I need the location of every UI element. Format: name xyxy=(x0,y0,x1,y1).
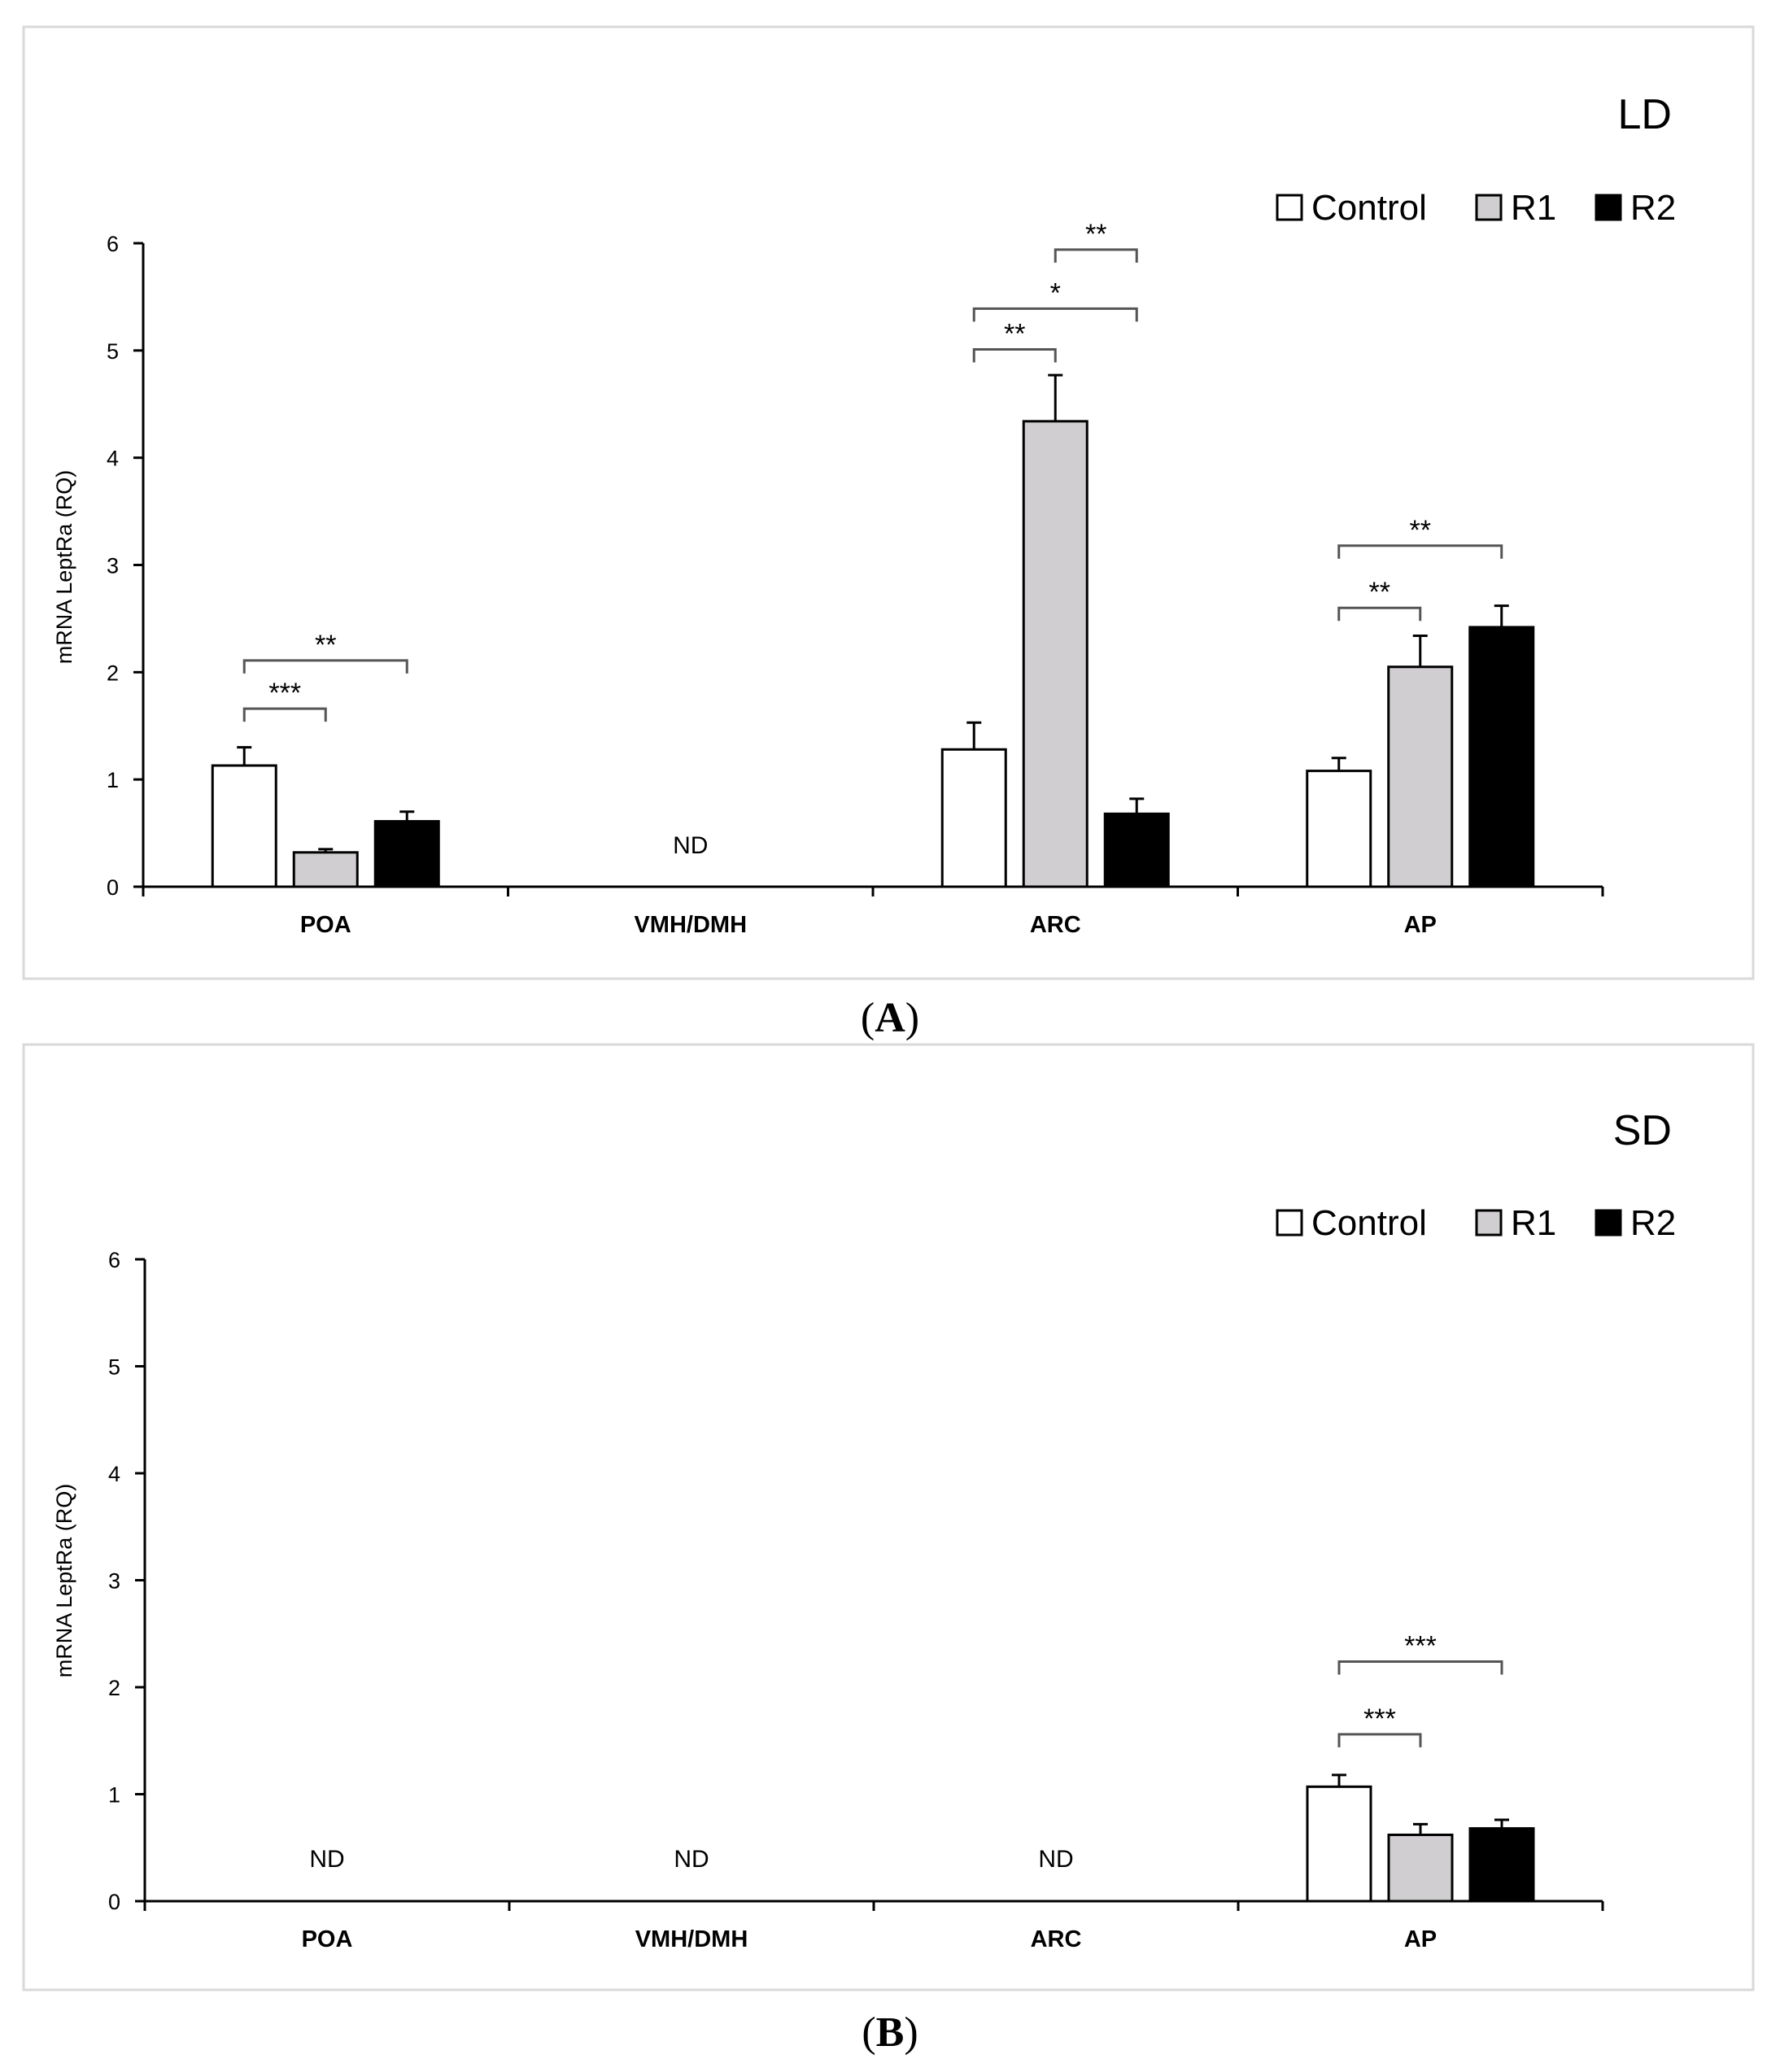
panel-a-significance-bracket-2 xyxy=(972,348,1057,363)
panel-a-caption: (A) xyxy=(861,995,919,1041)
panel-a-error-bar-r2-ap xyxy=(1494,604,1509,627)
panel-a-significance-bracket-0 xyxy=(242,707,327,722)
panel-b-bar-r2-ap xyxy=(1468,1827,1535,1903)
panel-a-legend-label-r1: R1 xyxy=(1511,188,1556,228)
panel-a-y-tick-label: 0 xyxy=(107,875,119,900)
panel-a-legend-swatch-r2 xyxy=(1595,194,1622,221)
panel-b-legend-swatch-control xyxy=(1276,1209,1303,1237)
panel-b-nd-label-vmh-dmh: ND xyxy=(674,1846,709,1873)
panel-a-category-label-vmh-dmh: VMH/DMH xyxy=(634,912,747,938)
panel-b-nd-label-arc: ND xyxy=(1038,1846,1073,1873)
panel-a-significance-label-6: ** xyxy=(1410,515,1431,546)
panel-b-y-tick-label: 2 xyxy=(108,1676,120,1700)
panel-b-significance-bracket-1 xyxy=(1337,1660,1503,1675)
panel-a-caption-letter: A xyxy=(875,995,905,1041)
panel-a-error-bar-control-arc xyxy=(966,721,982,750)
panel-a-significance-label-3: * xyxy=(1050,277,1061,308)
panel-b-y-tick-label: 1 xyxy=(108,1783,120,1808)
panel-a-significance-label-5: ** xyxy=(1369,577,1390,608)
panel-a-frame xyxy=(22,25,1755,980)
panel-b-category-label-poa: POA xyxy=(302,1926,353,1952)
panel-b-error-bar-control-ap xyxy=(1332,1773,1346,1787)
panel-a-bar-control-ap xyxy=(1306,770,1372,888)
panel-b-y-tick-label: 5 xyxy=(108,1355,120,1380)
panel-a-bar-r2-arc xyxy=(1103,812,1170,888)
panel-a-legend-label-control: Control xyxy=(1311,188,1427,228)
panel-a-error-bar-r2-arc xyxy=(1129,797,1145,814)
panel-a: LD Control R1 R2 mRNA LeptRa (RQ) 0 1 2 3 4 5 6 P… xyxy=(22,25,1755,1041)
panel-a-significance-label-0: *** xyxy=(268,678,301,709)
panel-b-y-axis-label: mRNA LeptRa (RQ) xyxy=(52,1484,76,1678)
panel-b-significance-label-1: *** xyxy=(1404,1630,1437,1661)
panel-b-y-tick-label: 3 xyxy=(108,1569,120,1594)
panel-a-significance-bracket-3 xyxy=(972,307,1138,322)
panel-b-significance-bracket-0 xyxy=(1337,1733,1422,1747)
panel-b-error-bar-r1-ap xyxy=(1413,1822,1428,1835)
panel-a-y-tick-label: 1 xyxy=(107,768,119,792)
panel-a-bar-r2-ap xyxy=(1468,626,1535,888)
panel-a-error-bar-r1-ap xyxy=(1412,635,1428,667)
panel-a-title: LD xyxy=(1618,91,1672,138)
panel-a-error-bar-r2-poa xyxy=(399,810,415,822)
panel-b-caption-letter: B xyxy=(876,2009,905,2056)
panel-a-legend-label-r2: R2 xyxy=(1630,188,1676,228)
panel-a-nd-label-vmh-dmh: ND xyxy=(673,832,708,859)
panel-a-legend: Control R1 R2 xyxy=(1276,188,1676,228)
panel-b-bar-control-ap xyxy=(1306,1785,1372,1903)
panel-a-bar-control-arc xyxy=(940,748,1007,888)
panel-b-frame xyxy=(22,1043,1755,1991)
panel-b-nd-label-poa: ND xyxy=(309,1846,344,1873)
panel-b-category-label-vmh-dmh: VMH/DMH xyxy=(635,1926,748,1952)
panel-a-bar-r1-poa xyxy=(292,851,359,888)
panel-a-y-axis-label: mRNA LeptRa (RQ) xyxy=(52,470,76,665)
panel-b-caption: (B) xyxy=(862,2009,918,2056)
panel-a-legend-swatch-control xyxy=(1276,194,1303,221)
panel-a-y-tick-label: 4 xyxy=(107,447,119,471)
panel-b-category-label-arc: ARC xyxy=(1031,1926,1082,1952)
panel-b-legend-swatch-r1 xyxy=(1475,1209,1503,1237)
panel-a-bar-r2-poa xyxy=(373,820,440,888)
panel-a-significance-bracket-6 xyxy=(1337,544,1503,559)
panel-a-legend-swatch-r1 xyxy=(1475,194,1503,221)
panel-a-error-bar-r1-poa xyxy=(318,848,334,853)
panel-b-title: SD xyxy=(1613,1107,1672,1154)
panel-a-y-tick-label: 2 xyxy=(107,661,119,685)
panel-b-bar-r1-ap xyxy=(1387,1833,1454,1903)
panel-b-y-tick-label: 6 xyxy=(108,1248,120,1272)
panel-a-bar-r1-arc xyxy=(1022,420,1089,888)
panel-b: SD Control R1 R2 mRNA LeptRa (RQ) 0 1 2 3 4 5 6 P… xyxy=(22,1043,1755,2056)
panel-b-error-bar-r2-ap xyxy=(1494,1818,1509,1829)
panel-a-error-bar-r1-arc xyxy=(1048,373,1063,421)
panel-a-significance-bracket-4 xyxy=(1054,248,1138,263)
panel-a-bar-r1-ap xyxy=(1387,665,1454,888)
panel-b-significance-label-0: *** xyxy=(1363,1703,1396,1734)
panel-a-category-label-ap: AP xyxy=(1404,912,1437,938)
panel-a-significance-label-2: ** xyxy=(1004,319,1025,350)
panel-b-category-label-ap: AP xyxy=(1404,1926,1437,1952)
panel-a-category-label-arc: ARC xyxy=(1030,912,1081,938)
panel-b-legend-label-r2: R2 xyxy=(1630,1203,1676,1243)
panel-b-legend-label-control: Control xyxy=(1311,1203,1427,1243)
panel-a-significance-label-1: ** xyxy=(315,630,336,661)
panel-a-significance-label-4: ** xyxy=(1085,219,1106,250)
panel-b-legend-swatch-r2 xyxy=(1595,1209,1622,1237)
panel-b-y-tick-label: 4 xyxy=(108,1462,120,1486)
panel-b-legend: Control R1 R2 xyxy=(1276,1203,1676,1243)
panel-b-plot-area: 0 1 2 3 4 5 6 POA VMH/DMH ARC AP ND ND ND *** *** xyxy=(108,1248,1604,1952)
panel-a-significance-bracket-1 xyxy=(242,659,408,674)
panel-b-y-tick-label: 0 xyxy=(108,1890,120,1914)
panel-a-y-tick-label: 5 xyxy=(107,339,119,364)
panel-a-error-bar-control-poa xyxy=(237,746,252,766)
panel-a-significance-bracket-5 xyxy=(1337,606,1422,622)
panel-b-legend-label-r1: R1 xyxy=(1511,1203,1556,1243)
panel-a-error-bar-control-ap xyxy=(1331,757,1346,771)
panel-a-bar-control-poa xyxy=(211,764,277,888)
panel-a-y-tick-label: 6 xyxy=(107,232,119,256)
panel-a-category-label-poa: POA xyxy=(300,912,351,938)
panel-a-y-tick-label: 3 xyxy=(107,554,119,578)
